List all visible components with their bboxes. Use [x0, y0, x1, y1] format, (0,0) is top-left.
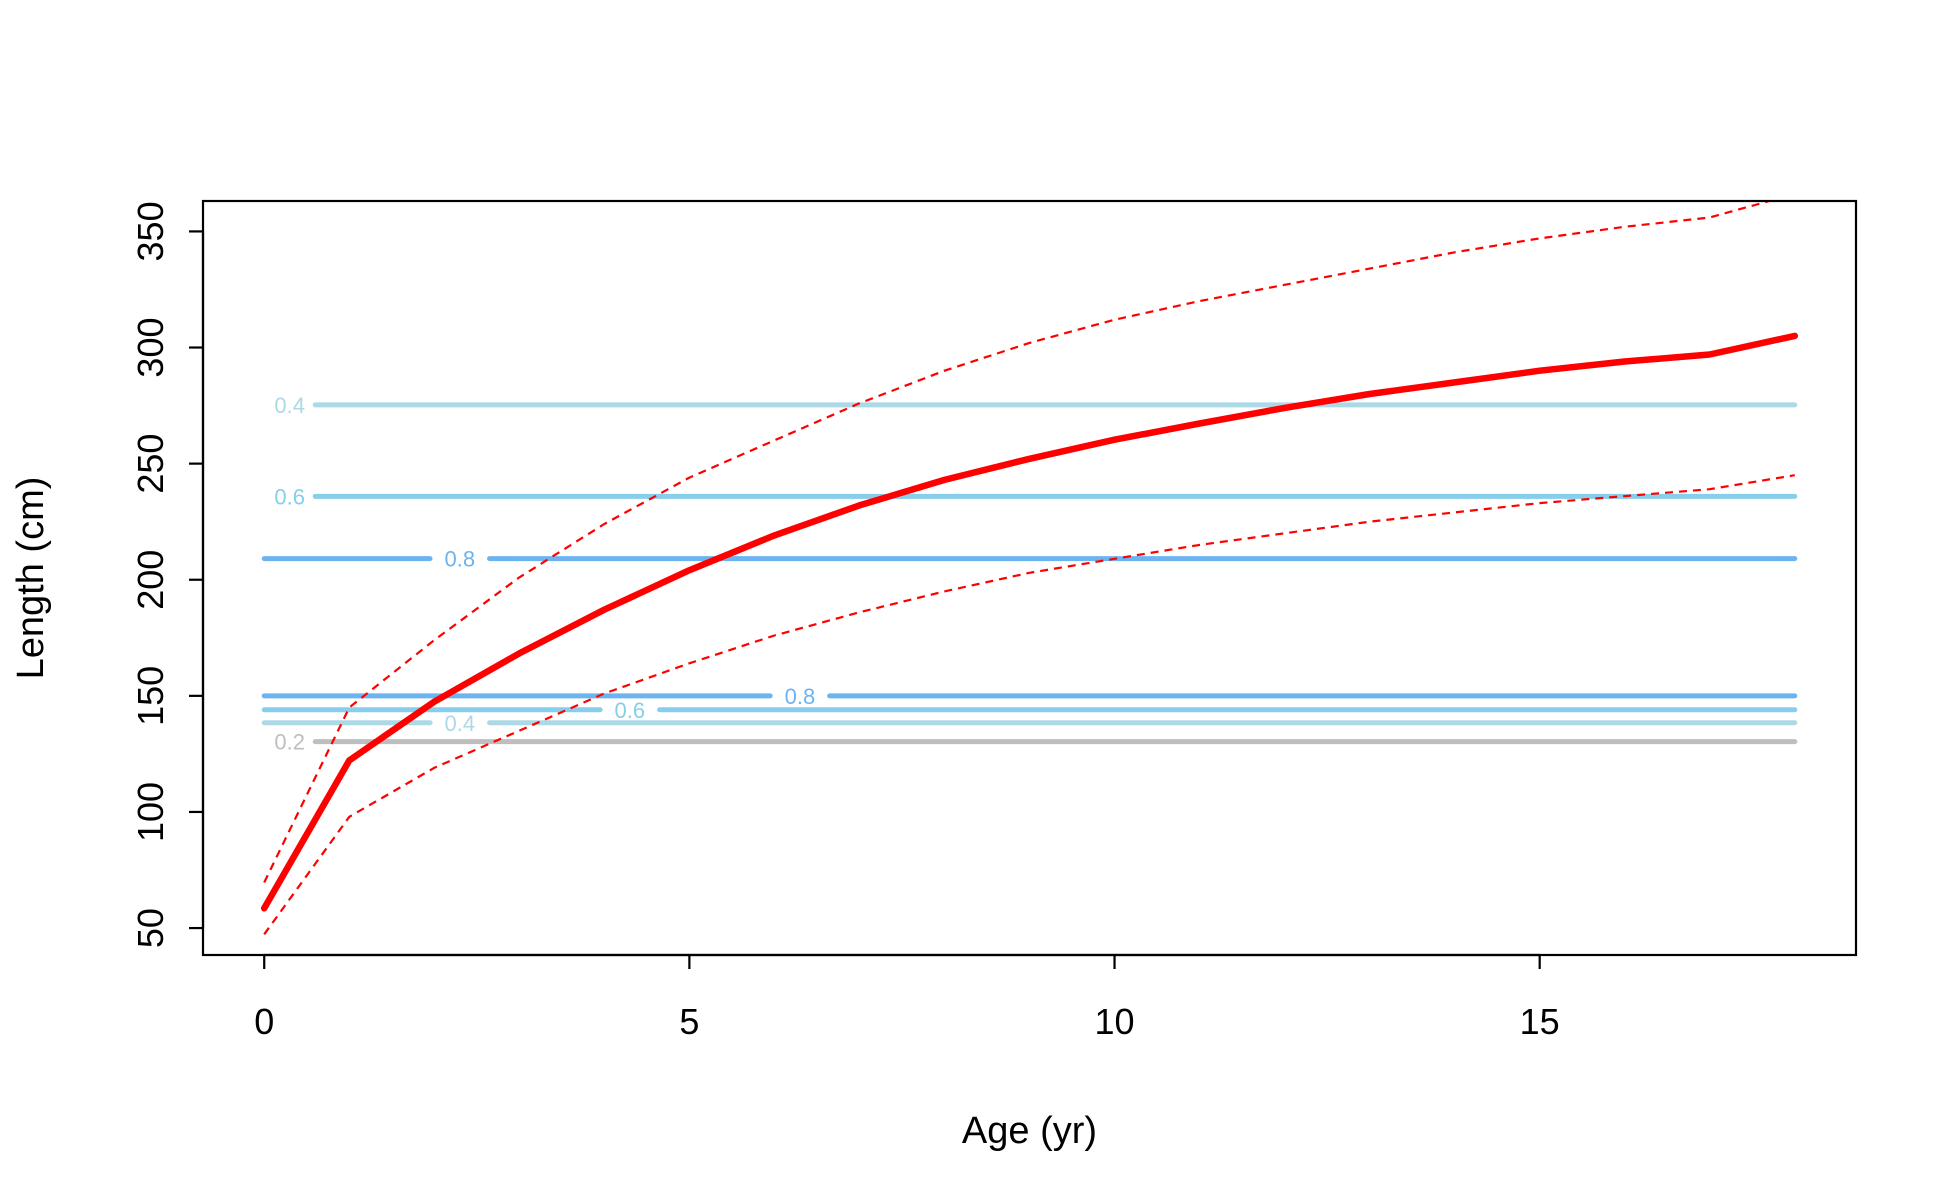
y-tick-label-6: 350	[130, 201, 171, 261]
x-tick-label-3: 15	[1520, 1001, 1560, 1042]
x-axis-label: Age (yr)	[962, 1110, 1097, 1152]
y-tick-label-2: 150	[130, 666, 171, 726]
contour-label-2: 0.8	[444, 547, 475, 572]
series-line-lower-bound	[263, 474, 1795, 935]
contour-label-6: 0.2	[274, 730, 305, 755]
contour-lines: 0.4 0.6 0.8 0.8 0.6 0.4 0.2	[261, 393, 1798, 755]
contour-label-5: 0.4	[444, 711, 475, 736]
y-axis: 50 100 150 200 250 300 350	[130, 201, 205, 948]
x-tick-label-1: 5	[679, 1001, 699, 1042]
series-line-mean	[260, 332, 1799, 912]
x-tick-label-0: 0	[254, 1001, 274, 1042]
contour-label-1: 0.6	[274, 484, 305, 509]
series-lines	[260, 201, 1799, 935]
y-tick-label-4: 250	[130, 434, 171, 494]
y-axis-label: Length (cm)	[10, 477, 52, 680]
y-tick-label-5: 300	[130, 317, 171, 377]
y-tick-label-1: 100	[130, 782, 171, 842]
y-tick-label-0: 50	[130, 908, 171, 948]
contour-label-0: 0.4	[274, 393, 305, 418]
x-axis: 0 5 10 15	[254, 953, 1560, 1042]
contour-label-4: 0.6	[615, 698, 646, 723]
series-line-upper-bound	[263, 201, 1770, 883]
contour-label-3: 0.8	[785, 684, 816, 709]
y-tick-label-3: 200	[130, 550, 171, 610]
x-tick-label-2: 10	[1095, 1001, 1135, 1042]
